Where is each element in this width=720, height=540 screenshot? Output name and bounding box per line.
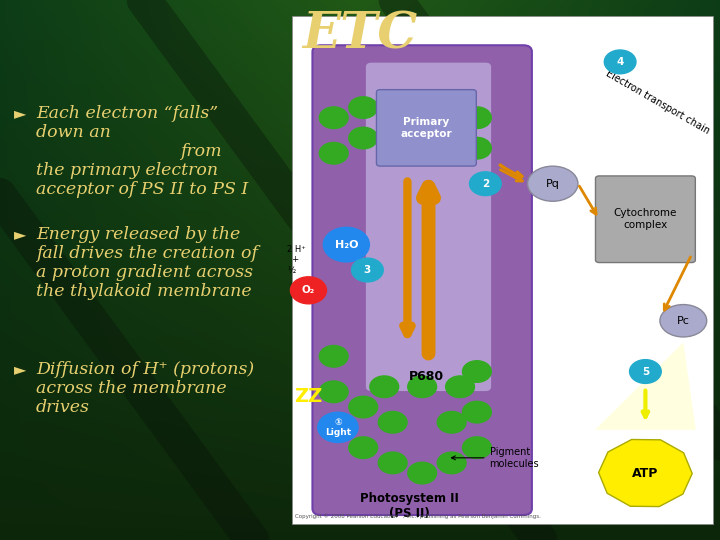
Circle shape [318, 412, 358, 442]
Circle shape [469, 172, 501, 195]
Circle shape [462, 361, 491, 382]
FancyBboxPatch shape [292, 16, 713, 524]
Text: Pq: Pq [546, 179, 559, 188]
Text: ►: ► [14, 105, 27, 122]
Circle shape [320, 416, 348, 438]
Text: Energy released by the: Energy released by the [36, 226, 240, 244]
Text: Diffusion of H⁺ (protons): Diffusion of H⁺ (protons) [36, 361, 254, 379]
Text: 2: 2 [482, 179, 489, 188]
Circle shape [378, 411, 407, 433]
Text: the primary electron: the primary electron [36, 161, 218, 179]
Text: Cytochrome
complex: Cytochrome complex [613, 208, 677, 230]
Circle shape [320, 143, 348, 164]
Circle shape [290, 277, 326, 304]
Circle shape [408, 462, 436, 484]
Text: 3: 3 [364, 265, 371, 275]
Text: ①
Light: ① Light [325, 417, 351, 437]
Text: O₂: O₂ [302, 285, 315, 295]
Text: Primary
acceptor: Primary acceptor [400, 117, 452, 139]
Circle shape [437, 452, 466, 474]
FancyBboxPatch shape [377, 90, 477, 166]
Circle shape [351, 258, 383, 282]
Text: Photosystem II
(PS II): Photosystem II (PS II) [360, 492, 459, 520]
Text: ►: ► [14, 226, 27, 244]
Ellipse shape [660, 305, 707, 337]
Text: down an: down an [36, 124, 111, 141]
Circle shape [348, 437, 377, 458]
Circle shape [348, 127, 377, 149]
Circle shape [320, 346, 348, 367]
Circle shape [462, 137, 491, 159]
Circle shape [446, 376, 474, 397]
Circle shape [408, 376, 436, 397]
Ellipse shape [528, 166, 578, 201]
Circle shape [370, 376, 399, 397]
Circle shape [462, 401, 491, 423]
Text: 2 H⁺
  +
½: 2 H⁺ + ½ [287, 245, 306, 275]
FancyBboxPatch shape [366, 63, 491, 391]
Text: 5: 5 [642, 367, 649, 376]
Polygon shape [595, 342, 696, 430]
Circle shape [437, 97, 466, 118]
Text: Pigment
molecules: Pigment molecules [451, 447, 539, 469]
Text: fall drives the creation of: fall drives the creation of [36, 245, 258, 262]
Text: ATP: ATP [632, 467, 659, 480]
Text: P680: P680 [409, 370, 444, 383]
Circle shape [462, 437, 491, 458]
Circle shape [629, 360, 661, 383]
Circle shape [320, 381, 348, 403]
Circle shape [604, 50, 636, 74]
Circle shape [378, 452, 407, 474]
Circle shape [462, 107, 491, 129]
Circle shape [437, 411, 466, 433]
Text: the thylakoid membrane: the thylakoid membrane [36, 283, 251, 300]
Text: acceptor of PS II to PS I: acceptor of PS II to PS I [36, 180, 248, 198]
Text: ZZ: ZZ [294, 387, 323, 407]
Text: across the membrane: across the membrane [36, 380, 227, 397]
Text: H₂O: H₂O [335, 240, 358, 249]
Text: Electron transport chain: Electron transport chain [604, 69, 711, 137]
Text: a proton gradient across: a proton gradient across [36, 264, 253, 281]
FancyBboxPatch shape [595, 176, 696, 262]
Text: from: from [180, 143, 222, 160]
Circle shape [323, 227, 369, 262]
Text: Each electron “falls”: Each electron “falls” [36, 105, 218, 122]
Text: Copyright © 2008 Pearson Education™, Inc., publishing as Pearson Benjamin Cummin: Copyright © 2008 Pearson Education™, Inc… [295, 514, 541, 519]
Circle shape [320, 107, 348, 129]
Text: drives: drives [36, 399, 90, 416]
Text: ►: ► [14, 361, 27, 379]
Circle shape [378, 92, 407, 113]
Text: ETC: ETC [302, 11, 418, 59]
FancyBboxPatch shape [312, 45, 532, 515]
Text: Pc: Pc [677, 316, 690, 326]
Text: 4: 4 [616, 57, 624, 67]
Circle shape [348, 396, 377, 418]
Circle shape [348, 97, 377, 118]
